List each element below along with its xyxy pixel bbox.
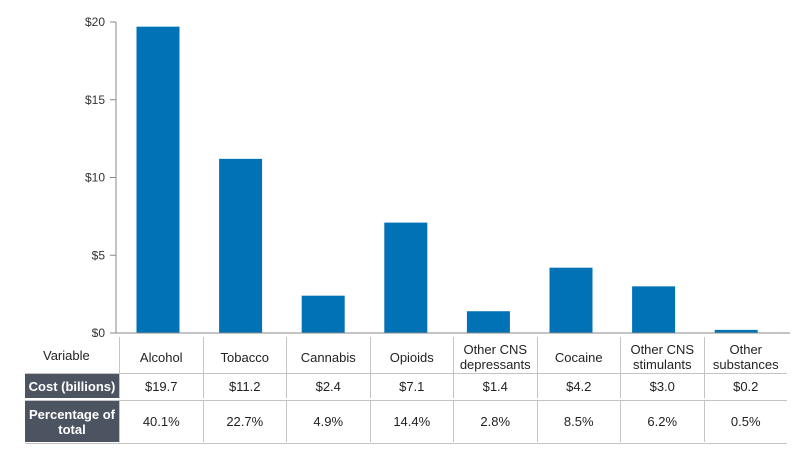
percentage-label: Percentage of total [25, 401, 119, 442]
header-label: Variable [25, 337, 119, 373]
column-header: Cocaine [536, 337, 621, 373]
bar-alcohol [136, 26, 180, 333]
y-tick-label: $5 [92, 248, 106, 262]
table-header-row: Variable Alcohol Tobacco Cannabis Opioid… [25, 337, 787, 373]
cost-value: $7.1 [369, 374, 454, 398]
column-header: Cannabis [286, 337, 370, 373]
y-tick-label: $15 [85, 93, 105, 107]
y-tick-label: $20 [85, 15, 105, 29]
y-tick-label: $0 [92, 326, 106, 340]
cost-row: Cost (billions) $19.7 $11.2 $2.4 $7.1 $1… [25, 373, 787, 401]
cost-value: $2.4 [286, 374, 370, 398]
cost-value: $0.2 [703, 374, 788, 398]
percentage-value: 6.2% [620, 401, 704, 442]
bar-opioids [384, 222, 428, 333]
column-header: Other substances [703, 337, 788, 373]
percentage-value: 22.7% [202, 401, 287, 442]
cost-value: $3.0 [620, 374, 704, 398]
bar-other-cns-stimulants [632, 286, 676, 333]
bars [136, 26, 758, 333]
column-header: Tobacco [202, 337, 287, 373]
percentage-value: 40.1% [119, 401, 203, 442]
percentage-value: 2.8% [453, 401, 537, 442]
data-table: Variable Alcohol Tobacco Cannabis Opioid… [25, 337, 787, 444]
bar-cannabis [301, 295, 345, 333]
y-axis: $0 $5 $10 $15 $20 [85, 15, 117, 340]
cost-value: $11.2 [202, 374, 287, 398]
column-header: Other CNS stimulants [620, 337, 704, 373]
percentage-value: 0.5% [703, 401, 788, 442]
y-tick-label: $10 [85, 171, 105, 185]
percentage-value: 4.9% [286, 401, 370, 442]
column-header: Alcohol [119, 337, 203, 373]
column-header: Opioids [369, 337, 454, 373]
cost-value: $19.7 [119, 374, 203, 398]
percentage-value: 8.5% [536, 401, 621, 442]
cost-label: Cost (billions) [25, 374, 119, 398]
bar-chart: $0 $5 $10 $15 $20 [85, 15, 790, 340]
percentage-value: 14.4% [369, 401, 454, 442]
bar-other-substances [714, 329, 758, 333]
bar-tobacco [219, 158, 263, 333]
bar-other-cns-depressants [466, 311, 510, 333]
cost-value: $1.4 [453, 374, 537, 398]
cost-value: $4.2 [536, 374, 621, 398]
bar-cocaine [549, 267, 593, 333]
column-header: Other CNS depressants [453, 337, 537, 373]
percentage-row: Percentage of total 40.1% 22.7% 4.9% 14.… [25, 401, 787, 444]
